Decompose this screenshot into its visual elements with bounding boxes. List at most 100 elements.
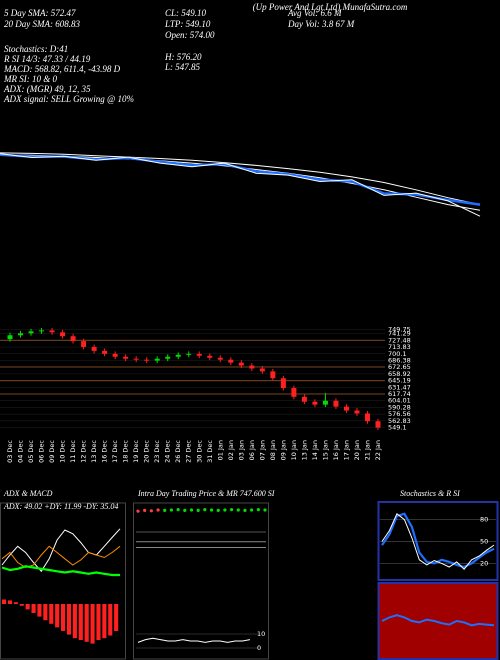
price-dot xyxy=(169,508,174,512)
series-line xyxy=(1,545,121,569)
price-dot xyxy=(256,508,260,512)
indicator-text: R SI 14/3: 47.33 / 44.19 xyxy=(3,54,91,64)
price-dot xyxy=(143,508,147,513)
volume-text: Day Vol: 3.8 67 M xyxy=(287,19,355,29)
price-dot xyxy=(149,509,153,513)
y-tick-label: 604.01 xyxy=(388,397,411,405)
candle-body xyxy=(186,353,192,355)
indicator-text: MACD: 568.82, 611.4, -43.98 D xyxy=(3,64,121,74)
x-tick-label: 02 Jan xyxy=(227,440,235,460)
y-tick-label: 686.38 xyxy=(388,356,411,364)
x-tick-label: 14 Jan xyxy=(311,440,319,460)
x-tick-label: 09 Jan xyxy=(279,440,287,460)
candle-body xyxy=(60,332,66,337)
y-tick-label: 617.74 xyxy=(388,390,411,398)
candle-body xyxy=(196,353,202,356)
price-dot xyxy=(176,508,180,512)
price-text: Open: 574.00 xyxy=(165,30,215,40)
candle-body xyxy=(91,346,97,351)
candle-body xyxy=(18,333,24,336)
series-line xyxy=(0,152,481,206)
panel-subtitle: ADX: 49.02 +DY: 11.99 -DY: 35.04 xyxy=(3,502,118,511)
macd-bar xyxy=(78,604,83,640)
macd-bar xyxy=(43,604,48,621)
series-line xyxy=(1,565,120,577)
indicator-text: 20 Day SMA: 608.83 xyxy=(4,19,80,29)
series-line xyxy=(381,513,495,570)
y-tick-label: 700.1 xyxy=(388,350,407,358)
y-tick-label: 631.47 xyxy=(388,383,411,391)
x-tick-label: 04 Dec xyxy=(17,440,25,463)
candle-body xyxy=(175,354,181,357)
x-tick-label: 16 Jan xyxy=(332,440,340,460)
candle-body xyxy=(343,406,349,411)
price-dot xyxy=(203,508,207,512)
candle-body xyxy=(312,401,318,405)
x-tick-label: 13 Dec xyxy=(90,440,98,463)
series-line xyxy=(137,637,251,643)
y-tick-label: 0 xyxy=(257,644,261,652)
macd-bar xyxy=(61,604,66,631)
x-tick-label: 07 Jan xyxy=(258,440,266,460)
price-text: L: 547.85 xyxy=(164,62,201,72)
candle-body xyxy=(291,388,297,397)
y-tick-label: 50 xyxy=(480,538,488,546)
macd-bar xyxy=(72,604,77,639)
candle-body xyxy=(259,368,265,372)
x-tick-label: 12 Dec xyxy=(80,440,88,463)
macd-bar xyxy=(49,604,54,624)
y-tick-label: 80 xyxy=(480,516,488,524)
candle-body xyxy=(112,353,118,357)
y-tick-label: 549.1 xyxy=(388,424,407,432)
series-line xyxy=(381,614,495,627)
y-tick-label: 749.75 xyxy=(388,326,411,334)
candle-body xyxy=(280,378,286,389)
candle-body xyxy=(7,335,13,340)
y-tick-label: 10 xyxy=(257,630,265,638)
macd-bar xyxy=(114,604,119,631)
price-dot xyxy=(229,508,234,512)
macd-bar xyxy=(90,604,95,644)
panel-title: Stochastics & R SI xyxy=(400,489,460,498)
candle-body xyxy=(270,371,276,379)
candle-body xyxy=(133,358,139,360)
candle-body xyxy=(49,330,55,333)
y-tick-label: 713.83 xyxy=(388,343,411,351)
macd-bar xyxy=(66,604,72,635)
rsi-background xyxy=(377,582,499,660)
macd-bar xyxy=(19,604,24,606)
price-text: LTP: 549.10 xyxy=(164,19,211,29)
panel-frame xyxy=(0,502,126,660)
x-tick-label: 03 Jan xyxy=(237,440,245,460)
candle-body xyxy=(238,362,244,366)
x-tick-label: 19 Dec xyxy=(132,440,140,463)
x-tick-label: 18 Dec xyxy=(122,440,130,463)
candle-body xyxy=(322,400,328,405)
candle-body xyxy=(154,358,160,361)
macd-bar xyxy=(108,604,113,636)
series-line xyxy=(0,153,481,206)
price-dot xyxy=(236,508,240,512)
panel-title: Intra Day Trading Price & MR 747.600 SI xyxy=(137,489,275,498)
page-title: (Up Power And Lgt Ltd) MunafaSutra.com xyxy=(253,2,408,12)
candle-body xyxy=(123,356,129,359)
price-text: CL: 549.10 xyxy=(165,8,207,18)
price-dot xyxy=(183,508,187,513)
candle-body xyxy=(28,331,34,334)
x-tick-label: 31 Dec xyxy=(206,440,214,463)
macd-bar xyxy=(31,604,36,613)
price-dot xyxy=(136,509,140,513)
price-dot xyxy=(189,508,194,512)
candle-body xyxy=(364,413,370,422)
x-tick-label: 06 Dec xyxy=(38,440,46,463)
x-tick-label: 01 Jan xyxy=(216,440,224,460)
macd-bar xyxy=(55,604,60,628)
x-tick-label: 03 Dec xyxy=(6,440,14,463)
candle-body xyxy=(144,359,150,361)
x-tick-label: 17 Jan xyxy=(342,440,350,460)
indicator-text: MR SI: 10 & 0 xyxy=(3,74,57,84)
price-dot xyxy=(209,508,214,512)
x-tick-label: 13 Jan xyxy=(300,440,308,460)
candle-body xyxy=(207,355,213,358)
y-tick-label: 727.48 xyxy=(388,336,411,344)
